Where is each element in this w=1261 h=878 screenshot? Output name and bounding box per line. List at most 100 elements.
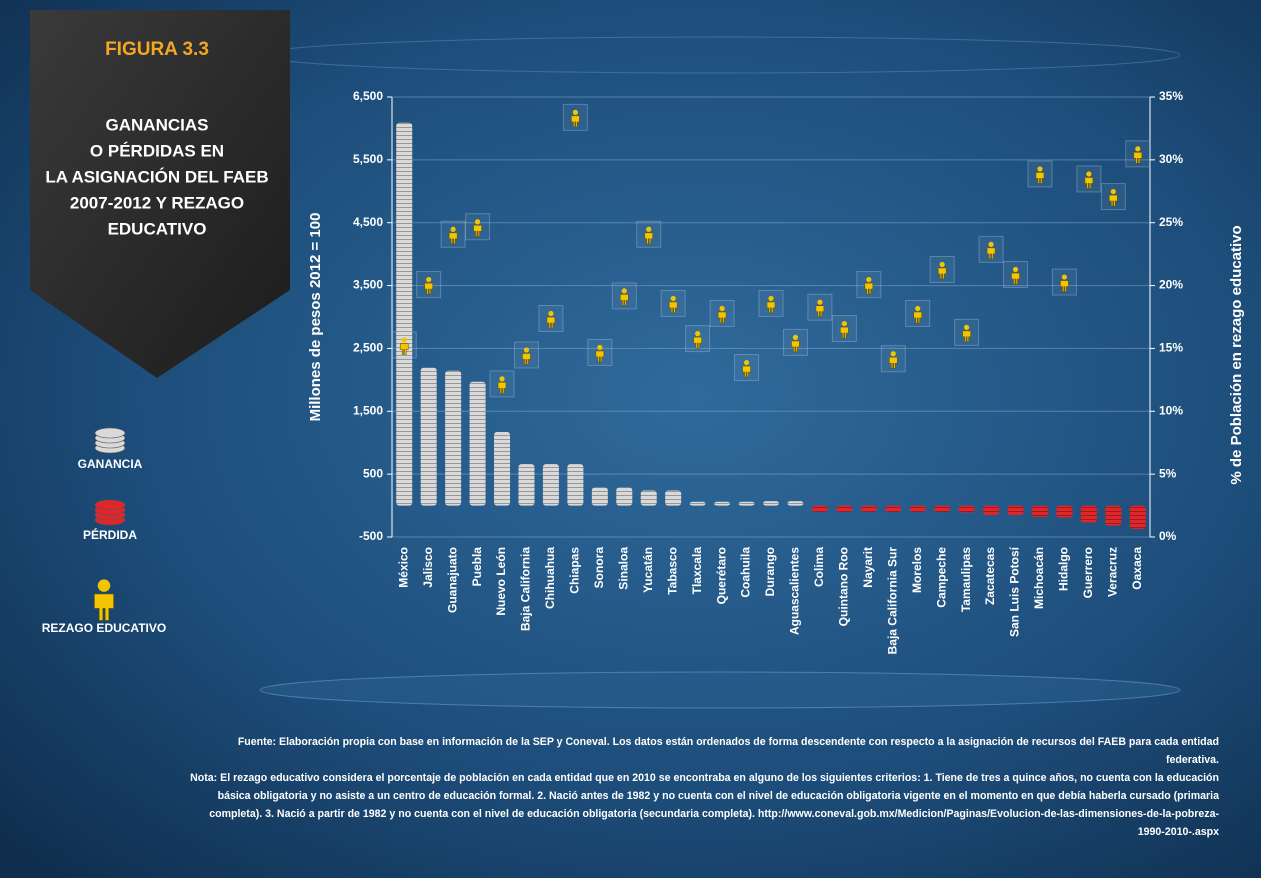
note: Nota: El rezago educativo considera el p… <box>190 772 1219 838</box>
x-tick-label: Chiapas <box>568 547 582 594</box>
marker-frame <box>636 220 662 248</box>
rezago-marker <box>660 289 686 317</box>
y2-tick-label: 5% <box>1159 466 1177 480</box>
bar <box>763 501 779 506</box>
rezago-marker <box>513 341 539 369</box>
icon-head <box>768 295 774 302</box>
legend-icon <box>94 499 126 511</box>
icon-head <box>1037 166 1043 172</box>
bar <box>518 464 535 506</box>
icon-body <box>1109 194 1118 207</box>
rezago-marker <box>391 331 417 359</box>
icon-body <box>94 593 114 621</box>
x-tick-label: Michoacán <box>1032 547 1046 609</box>
x-tick-label: Veracruz <box>1105 547 1119 597</box>
x-tick-label: Puebla <box>470 547 484 587</box>
rezago-marker <box>1076 165 1102 193</box>
x-tick-label: Hidalgo <box>1057 547 1071 591</box>
legend-icon <box>94 579 114 621</box>
rezago-marker <box>929 255 955 283</box>
icon-head <box>1086 171 1092 177</box>
bar <box>494 432 511 506</box>
bar <box>396 122 413 506</box>
rezago-marker <box>538 305 564 333</box>
x-tick-label: Nayarit <box>861 547 875 588</box>
chart-title: EDUCATIVO <box>108 219 207 238</box>
x-tick-label: Sonora <box>592 547 606 589</box>
rezago-marker <box>489 370 515 398</box>
icon-body <box>766 301 776 314</box>
icon-head <box>572 109 578 115</box>
bar <box>1031 505 1048 517</box>
icon-head <box>548 310 554 317</box>
bar <box>1129 505 1146 529</box>
icon-body <box>742 365 751 378</box>
icon-body <box>791 340 800 353</box>
icon-head <box>646 226 652 232</box>
bar <box>640 490 657 506</box>
x-tick-label: Tabasco <box>665 547 679 595</box>
x-tick-label: Baja California <box>519 547 533 631</box>
icon-body <box>1035 172 1045 184</box>
icon-head <box>988 241 994 247</box>
bar <box>811 505 828 512</box>
icon-head <box>890 351 896 357</box>
x-tick-label: Aguascalientes <box>788 547 802 635</box>
icon-body <box>840 326 849 339</box>
rezago-marker <box>685 325 711 353</box>
rezago-marker <box>954 318 980 346</box>
x-tick-label: Quintano Roo <box>837 547 851 626</box>
x-tick-label: Zacatecas <box>983 547 997 605</box>
bar <box>738 501 755 506</box>
icon-head <box>474 219 481 225</box>
x-tick-label: Tlaxcala <box>690 547 704 595</box>
bar <box>567 464 584 506</box>
marker-frame <box>660 289 686 317</box>
icon-body <box>937 267 947 280</box>
bar <box>1056 505 1073 518</box>
rezago-marker <box>1003 261 1029 289</box>
rezago-marker <box>587 338 613 366</box>
y2-tick-label: 20% <box>1159 278 1183 292</box>
rezago-marker <box>1100 183 1126 211</box>
icon-body <box>1084 177 1094 189</box>
icon-body <box>986 247 996 260</box>
figure-label: FIGURA 3.3 <box>105 39 209 60</box>
icon-body <box>913 311 923 324</box>
y-tick-label: 1,500 <box>353 403 383 417</box>
icon-body <box>1133 152 1143 164</box>
icon-body <box>644 232 654 245</box>
x-tick-label: Yucatán <box>641 547 655 593</box>
icon-body <box>619 294 629 306</box>
bar <box>885 505 902 512</box>
y-tick-label: 5,500 <box>353 152 383 166</box>
bar <box>860 505 877 512</box>
bar <box>542 464 559 506</box>
y2-tick-label: 35% <box>1159 89 1183 103</box>
icon-head <box>621 288 627 294</box>
bar <box>787 501 804 506</box>
icon-head <box>597 344 603 351</box>
legend-label: GANANCIA <box>78 457 143 471</box>
icon-head <box>817 299 823 305</box>
icon-body <box>522 353 531 365</box>
rezago-marker <box>758 289 784 317</box>
icon-head <box>792 334 799 340</box>
rezago-marker <box>611 282 637 310</box>
rezago-marker <box>978 235 1004 263</box>
x-tick-label: Jalisco <box>421 547 435 588</box>
rezago-marker <box>856 271 882 299</box>
bar <box>689 501 706 506</box>
x-tick-label: México <box>396 547 410 588</box>
chart-title: O PÉRDIDAS EN <box>90 141 224 160</box>
x-tick-label: Guerrero <box>1081 547 1095 598</box>
y-tick-label: 3,500 <box>353 278 383 292</box>
icon-head <box>1061 274 1068 280</box>
notes: Fuente: Elaboración propia con base en i… <box>189 733 1219 841</box>
decoration <box>259 671 1181 709</box>
icon-head <box>401 337 407 343</box>
x-tick-label: San Luis Potosí <box>1008 546 1022 637</box>
y2-tick-label: 15% <box>1159 341 1183 355</box>
rezago-marker <box>782 328 808 356</box>
